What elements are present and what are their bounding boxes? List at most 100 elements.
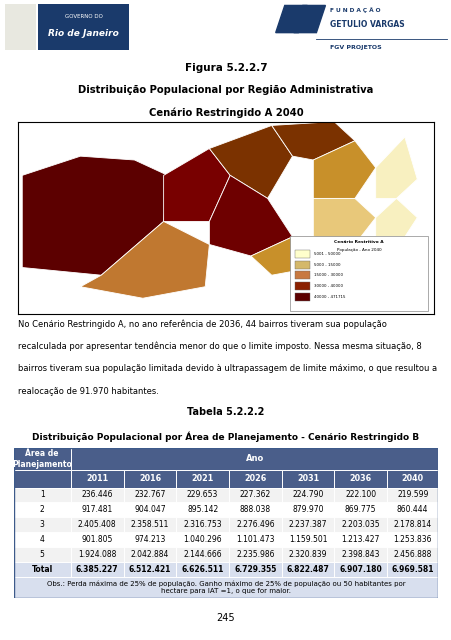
Bar xyxy=(123,532,176,547)
Text: 2.237.387: 2.237.387 xyxy=(288,520,327,529)
Text: Figura 5.2.2.7: Figura 5.2.2.7 xyxy=(184,63,267,73)
Text: Ano: Ano xyxy=(245,454,263,463)
Text: Distribuição Populacional por Região Administrativa: Distribuição Populacional por Região Adm… xyxy=(78,85,373,95)
Bar xyxy=(295,293,309,301)
Bar xyxy=(281,562,334,577)
Text: recalculada por apresentar tendência menor do que o limite imposto. Nessa mesma : recalculada por apresentar tendência men… xyxy=(18,342,421,351)
Text: 2011: 2011 xyxy=(86,474,108,483)
Text: 2021: 2021 xyxy=(191,474,213,483)
Text: 1: 1 xyxy=(40,490,45,499)
Bar xyxy=(386,532,437,547)
Text: 222.100: 222.100 xyxy=(345,490,375,499)
Bar xyxy=(176,502,229,517)
Bar xyxy=(71,470,123,488)
Bar xyxy=(229,470,281,488)
Text: 2.144.666: 2.144.666 xyxy=(183,550,221,559)
Text: 6.512.421: 6.512.421 xyxy=(129,564,171,573)
Bar xyxy=(14,562,71,577)
Text: 229.653: 229.653 xyxy=(187,490,218,499)
Polygon shape xyxy=(209,125,292,198)
Bar xyxy=(334,488,386,502)
Bar xyxy=(5,4,36,50)
Bar xyxy=(71,488,123,502)
Text: 6.626.511: 6.626.511 xyxy=(181,564,223,573)
Bar xyxy=(176,562,229,577)
Text: 2026: 2026 xyxy=(244,474,266,483)
Text: No Cenário Restringido A, no ano referência de 2036, 44 bairros tiveram sua popu: No Cenário Restringido A, no ano referên… xyxy=(18,319,386,329)
Bar xyxy=(290,236,427,310)
Polygon shape xyxy=(22,156,167,275)
Text: 1.253.836: 1.253.836 xyxy=(393,535,431,544)
Text: FGV PROJETOS: FGV PROJETOS xyxy=(329,45,381,51)
Bar xyxy=(229,502,281,517)
Bar xyxy=(386,562,437,577)
Bar xyxy=(123,502,176,517)
Text: 3: 3 xyxy=(40,520,45,529)
Bar xyxy=(295,260,309,269)
Text: 2.276.496: 2.276.496 xyxy=(235,520,274,529)
Polygon shape xyxy=(313,141,375,198)
Text: 5: 5 xyxy=(40,550,45,559)
Text: 15000 - 30000: 15000 - 30000 xyxy=(313,273,342,277)
Text: 879.970: 879.970 xyxy=(292,506,323,515)
Text: 1.213.427: 1.213.427 xyxy=(341,535,379,544)
Polygon shape xyxy=(313,198,375,244)
Text: 227.362: 227.362 xyxy=(239,490,270,499)
Bar xyxy=(334,562,386,577)
Text: 1.040.296: 1.040.296 xyxy=(183,535,221,544)
Polygon shape xyxy=(275,6,307,33)
Bar xyxy=(38,4,129,50)
Bar xyxy=(281,488,334,502)
Bar xyxy=(71,547,123,562)
Bar xyxy=(123,562,176,577)
Bar xyxy=(386,547,437,562)
Polygon shape xyxy=(293,6,325,33)
Polygon shape xyxy=(375,137,416,198)
Text: 2.358.511: 2.358.511 xyxy=(130,520,169,529)
Text: realocação de 91.970 habitantes.: realocação de 91.970 habitantes. xyxy=(18,387,159,396)
Bar xyxy=(334,532,386,547)
Text: 2.405.408: 2.405.408 xyxy=(78,520,116,529)
Text: 1.924.088: 1.924.088 xyxy=(78,550,116,559)
Bar xyxy=(334,547,386,562)
Bar xyxy=(14,532,71,547)
Text: 219.599: 219.599 xyxy=(396,490,428,499)
Bar xyxy=(14,517,71,532)
Text: 2.042.884: 2.042.884 xyxy=(130,550,169,559)
Polygon shape xyxy=(163,148,230,221)
Text: 232.767: 232.767 xyxy=(134,490,165,499)
Polygon shape xyxy=(375,198,416,237)
Bar xyxy=(176,488,229,502)
Bar xyxy=(71,502,123,517)
Text: Cenário Restritivo A: Cenário Restritivo A xyxy=(334,240,383,244)
Bar xyxy=(71,562,123,577)
Bar xyxy=(386,470,437,488)
Bar xyxy=(334,502,386,517)
Text: 245: 245 xyxy=(216,612,235,623)
Text: 2.316.753: 2.316.753 xyxy=(183,520,221,529)
Text: 30000 - 40000: 30000 - 40000 xyxy=(313,284,342,288)
Bar xyxy=(229,488,281,502)
Bar xyxy=(386,517,437,532)
Text: F U N D A Ç Ã O: F U N D A Ç Ã O xyxy=(329,7,380,13)
Bar xyxy=(281,517,334,532)
Text: Obs.: Perda máxima de 25% de população. Ganho máximo de 25% de população ou 50 h: Obs.: Perda máxima de 25% de população. … xyxy=(46,580,405,594)
Text: 888.038: 888.038 xyxy=(239,506,270,515)
Bar xyxy=(295,271,309,280)
Text: 895.142: 895.142 xyxy=(187,506,218,515)
Text: 860.444: 860.444 xyxy=(396,506,428,515)
Text: 2.398.843: 2.398.843 xyxy=(341,550,379,559)
Text: Distribuição Populacional por Área de Planejamento - Cenário Restringido B: Distribuição Populacional por Área de Pl… xyxy=(32,431,419,442)
Bar xyxy=(386,502,437,517)
Bar xyxy=(14,448,71,470)
Text: Área de
Planejamento: Área de Planejamento xyxy=(12,449,72,468)
Bar xyxy=(71,517,123,532)
Text: Cenário Restringido A 2040: Cenário Restringido A 2040 xyxy=(148,108,303,118)
Text: 5001 - 50000: 5001 - 50000 xyxy=(313,252,340,256)
Text: População - Ano 2040: População - Ano 2040 xyxy=(336,248,381,252)
Text: 4: 4 xyxy=(40,535,45,544)
Bar xyxy=(281,470,334,488)
Bar xyxy=(295,250,309,258)
Text: 2: 2 xyxy=(40,506,45,515)
Polygon shape xyxy=(80,221,209,298)
